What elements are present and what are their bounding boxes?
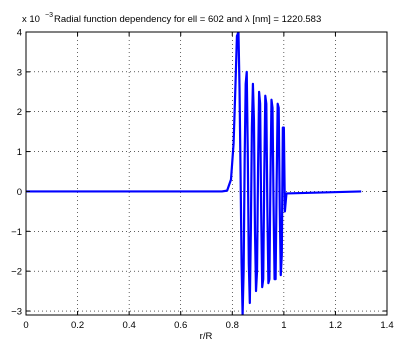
- series-line: [26, 32, 362, 315]
- x-tick-label: 1.4: [380, 320, 393, 331]
- x-tick-labels: 0 0.2 0.4 0.6 0.8 1 1.2 1.4: [23, 320, 393, 331]
- y-tick-label: 2: [17, 107, 22, 118]
- plot-background: [26, 32, 387, 315]
- x-axis-label: r/R: [200, 331, 213, 342]
- x-tick-label: 0.6: [174, 320, 187, 331]
- y-tick-label: 4: [17, 28, 22, 39]
- x-tick-label: 1.2: [329, 320, 342, 331]
- y-scale-base: x 10: [22, 14, 40, 25]
- x-tick-label: 0: [23, 320, 28, 331]
- data-layer: [26, 32, 362, 315]
- y-tick-label: 3: [17, 67, 22, 78]
- x-tick-label: 0.4: [123, 320, 136, 331]
- y-scale-exponent: −3: [45, 12, 53, 19]
- plot-frame: [25, 31, 388, 316]
- y-tick-label: −2: [11, 267, 22, 278]
- y-tick-labels: −3 −2 −1 0 1 2 3 4: [11, 28, 22, 318]
- y-tick-label: 1: [17, 147, 22, 158]
- y-tick-label: −3: [11, 307, 22, 318]
- y-tick-label: −1: [11, 227, 22, 238]
- y-tick-label: 0: [17, 187, 22, 198]
- tick-marks: [25, 31, 388, 315]
- chart-title: Radial function dependency for ell = 602…: [54, 14, 321, 25]
- x-tick-label: 0.8: [226, 320, 239, 331]
- x-tick-label: 1: [281, 320, 286, 331]
- x-tick-label: 0.2: [71, 320, 84, 331]
